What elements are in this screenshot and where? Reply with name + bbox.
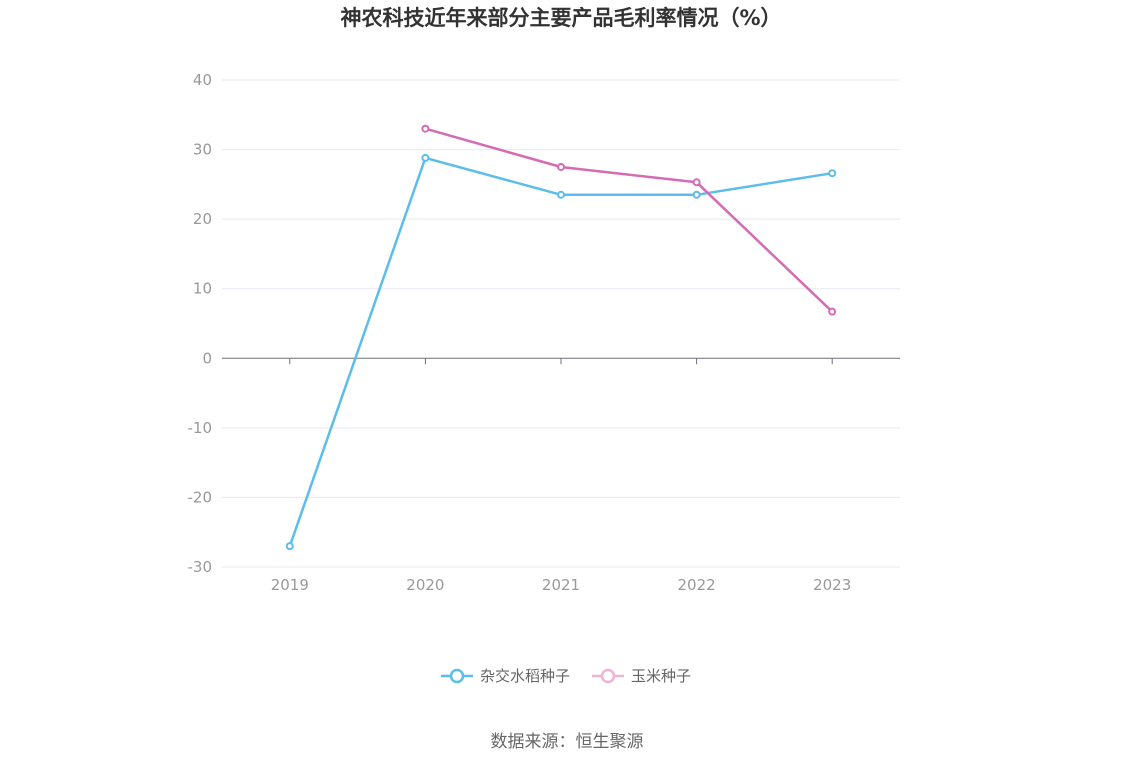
x-tick-label: 2020: [406, 576, 444, 594]
series-0: [285, 153, 837, 551]
series-1: [421, 124, 837, 316]
data-point[interactable]: [828, 169, 837, 178]
data-point[interactable]: [557, 190, 565, 199]
data-point[interactable]: [692, 190, 701, 199]
x-axis-ticks: 2019 2020 2021 2022 2023: [271, 358, 851, 594]
legend-label: 杂交水稻种子: [480, 667, 570, 685]
x-tick-label: 2019: [271, 576, 309, 594]
y-tick-label: -30: [188, 558, 213, 576]
x-tick-label: 2022: [678, 576, 716, 594]
data-source-note: 数据来源：恒生聚源: [491, 732, 644, 752]
series-line: [288, 156, 833, 547]
x-tick-label: 2021: [542, 576, 580, 594]
series-lines: [285, 124, 837, 551]
grid-lines: [222, 79, 900, 568]
x-tick-label: 2023: [813, 576, 851, 594]
legend-item[interactable]: 玉米种子: [592, 667, 691, 685]
series-line: [425, 127, 834, 313]
y-tick-label: -10: [188, 419, 213, 437]
data-point[interactable]: [557, 162, 565, 171]
y-tick-label: 0: [202, 349, 212, 367]
y-axis-ticks: 40 30 20 10 0 -10 -20 -30: [188, 71, 213, 576]
legend-marker-icon: [600, 668, 616, 684]
legend-item[interactable]: 杂交水稻种子: [441, 667, 570, 685]
y-tick-label: 40: [193, 71, 212, 89]
chart-title: 神农科技近年来部分主要产品毛利率情况（%）: [340, 6, 781, 30]
y-tick-label: -20: [188, 488, 213, 506]
legend-marker-icon: [449, 668, 465, 684]
legend[interactable]: 杂交水稻种子 玉米种子: [441, 667, 691, 685]
data-point[interactable]: [421, 153, 430, 162]
legend-label: 玉米种子: [631, 667, 691, 685]
y-tick-label: 30: [193, 141, 212, 159]
y-tick-label: 10: [193, 280, 212, 298]
data-point[interactable]: [285, 542, 294, 551]
data-point[interactable]: [421, 124, 430, 133]
y-tick-label: 20: [193, 210, 212, 228]
data-point[interactable]: [828, 307, 837, 316]
data-point[interactable]: [692, 178, 701, 187]
